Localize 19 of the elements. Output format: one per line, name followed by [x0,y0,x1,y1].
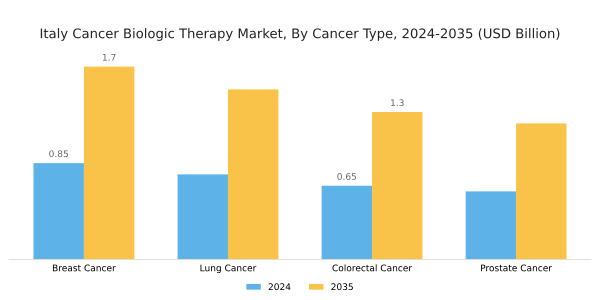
bar [33,163,84,260]
bar [322,186,372,260]
chart-title: Italy Cancer Biologic Therapy Market, By Cancer Type, 2024-2035 (USD Billion) [40,28,560,41]
x-tick-label: Lung Cancer [200,264,256,274]
bar [516,123,567,260]
x-tick-label: Breast Cancer [52,264,116,272]
bar [228,89,278,260]
x-tick-label: Colorectal Cancer [332,264,412,272]
x-tick-label: Prostate Cancer [481,264,552,272]
data-label: 0.85 [49,150,68,158]
bar [372,112,422,260]
bar [84,66,134,260]
bar [466,191,516,260]
bar [178,174,228,260]
data-label: 1.7 [102,54,116,61]
data-label: 1.3 [391,99,404,106]
legend-label: 2024 [268,283,290,290]
legend-label: 2035 [331,283,353,290]
data-label: 0.65 [337,173,356,180]
